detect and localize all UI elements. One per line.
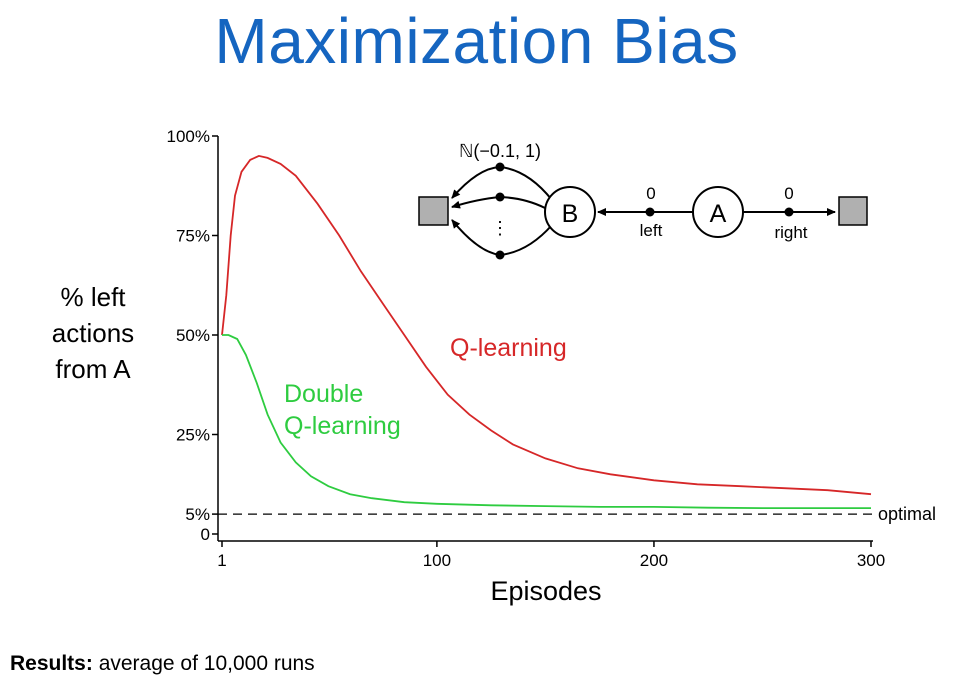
y-tick-label: 100% [167,127,210,146]
q-learning-annotation: Q-learning [450,334,567,362]
x-tick-label: 200 [640,551,668,570]
y-tick-label: 25% [176,426,210,445]
left-reward: 0 [646,184,655,203]
y-tick-label: 5% [185,505,210,524]
y-tick-label: 50% [176,326,210,345]
state-b [544,186,596,238]
distribution-label: ℕ(−0.1, 1) [459,141,541,161]
branch-dot-middle [495,192,505,202]
state-b-label: B [562,200,579,228]
branch-dot-bottom [495,250,505,260]
double-annotation: Double [284,380,363,408]
slide-title: Maximization Bias [214,5,739,77]
y-axis-label-line-1: % left [60,282,126,312]
mdp-diagram: ℕ(−0.1, 1) ⋮ B A 0 left 0 right [418,141,868,260]
footer: Results: average of 10,000 runs [10,652,315,676]
x-axis-label: Episodes [490,576,601,606]
left-action-label: left [640,221,663,240]
y-axis-label-line-3: from A [55,354,131,384]
footer-label: Results: [10,652,93,675]
optimal-label: optimal [878,504,936,524]
x-tick-label: 100 [423,551,451,570]
left-terminal-state [418,196,449,226]
series-line-q-learning [221,154,872,496]
state-a-label: A [710,200,727,228]
left-action-dot [645,207,655,217]
right-action-dot [784,207,794,217]
y-axis-label-line-2: actions [52,318,134,348]
double-q-learning-annotation: Q-learning [284,412,401,440]
right-terminal-state [838,196,868,226]
right-reward: 0 [784,184,793,203]
x-tick-label: 300 [857,551,885,570]
series-line-double-q-learning [222,334,871,510]
footer-text: average of 10,000 runs [92,652,315,675]
branch-dot-top [495,162,505,172]
y-tick-label: 75% [176,227,210,246]
ellipsis: ⋮ [491,218,509,238]
y-tick-label: 0 [201,525,210,544]
x-ticks: 1 100 200 300 [217,541,885,570]
right-action-label: right [774,223,807,242]
y-ticks: 05% 25% 50% 75% 100% [167,127,218,544]
x-tick-label: 1 [217,551,226,570]
